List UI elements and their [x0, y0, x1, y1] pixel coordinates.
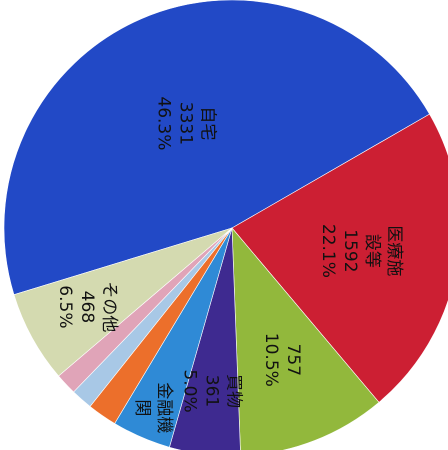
pie-label-line: 関 [132, 399, 152, 416]
pie-label-line: 金融機 [154, 382, 174, 433]
pie-label-line: 757 [283, 344, 303, 376]
pie-label-line: 46.3% [154, 96, 174, 150]
pie-label-0: 自宅333146.3% [154, 96, 218, 150]
pie-label-1: 医療施設等159222.1% [318, 224, 404, 278]
pie-label-line: その他 [99, 281, 119, 332]
pie-label-line: 1592 [340, 229, 360, 272]
pie-label-3: 買物3615.0% [179, 369, 243, 412]
pie-slice-1 [231, 113, 448, 403]
pie-label-2: 75710.5% [261, 333, 303, 387]
pie-label-line: 設等 [362, 234, 382, 268]
pie-slice-2 [231, 227, 380, 450]
pie-label-8: その他4686.5% [55, 281, 119, 332]
pie-label-line: 10.5% [261, 333, 281, 387]
pie-label-line: 自宅 [198, 106, 218, 140]
pie-label-line: 468 [77, 291, 97, 323]
pie-label-line: 買物 [223, 374, 243, 408]
pie-label-line: 361 [201, 375, 221, 407]
pie-slice-0 [3, 0, 430, 296]
pie-label-line: 22.1% [318, 224, 338, 278]
pie-label-line: 3331 [176, 102, 196, 145]
pie-label-line: 5.0% [179, 369, 199, 412]
pie-slices [3, 0, 448, 450]
pie-label-4: 金融機関 [132, 382, 174, 433]
pie-labels: 自宅333146.3% 医療施設等159222.1% 75710.5% 買物3615.… [55, 96, 404, 433]
pie-slice-8 [13, 227, 233, 377]
pie-label-line: 医療施 [384, 225, 404, 276]
pie-label-line: 6.5% [55, 285, 75, 328]
